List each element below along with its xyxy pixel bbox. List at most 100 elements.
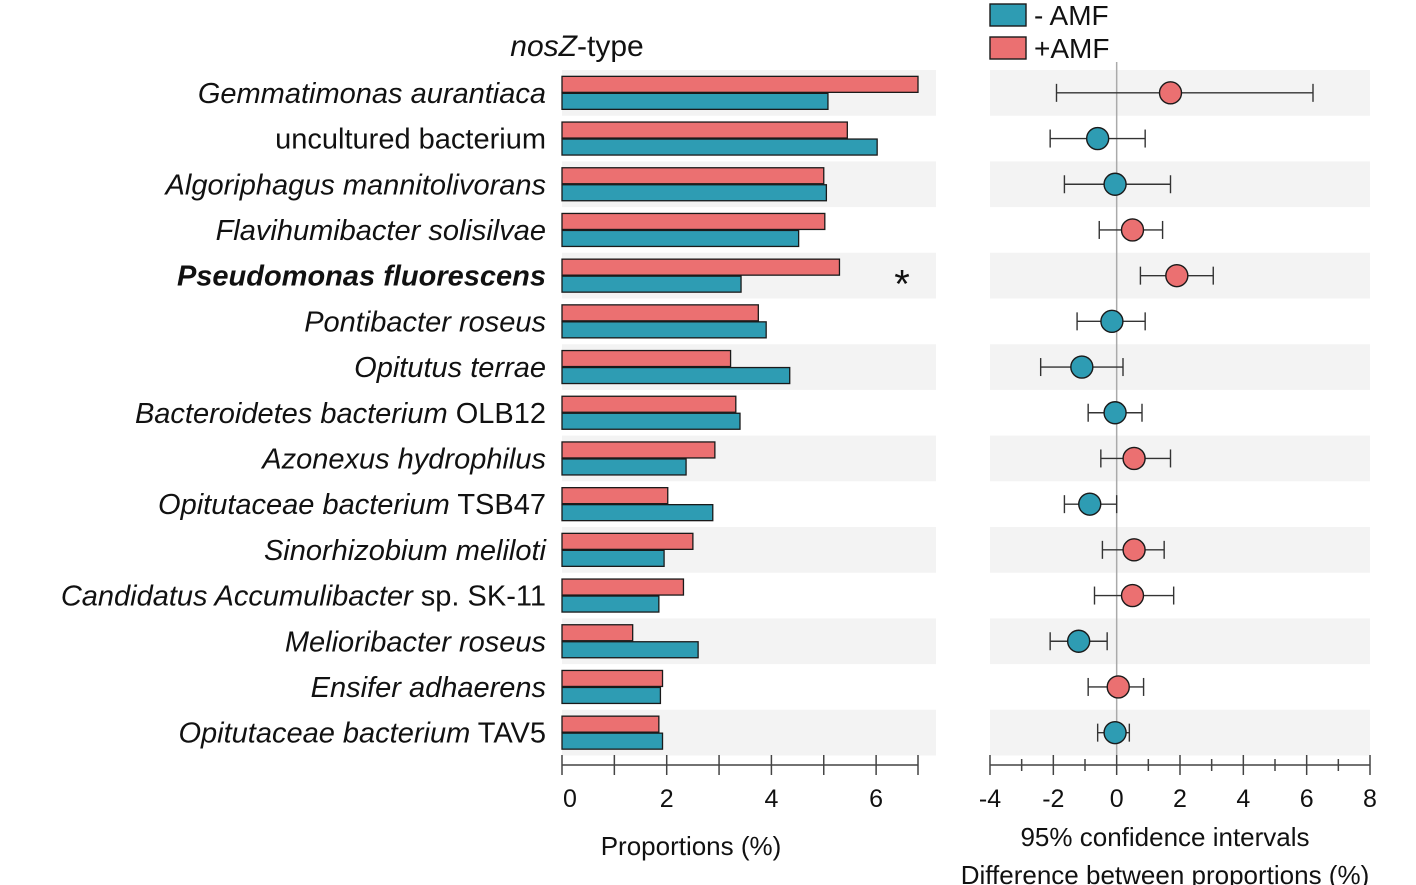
row-band-right: [990, 435, 1370, 482]
species-label: Candidatus Accumulibacter sp. SK-11: [61, 581, 546, 613]
bar-plus-amf: [561, 486, 669, 505]
bar-plus-amf: [561, 121, 848, 139]
bar-axis-title: Proportions (%): [601, 831, 782, 861]
bar-plus-amf: [561, 349, 732, 368]
species-label-italic: Gemmatimonas aurantiaca: [198, 78, 546, 110]
proportions-axis: 0 2 4 6: [561, 755, 919, 813]
bar-plus-amf: [561, 532, 694, 550]
bar-minus-amf: [561, 458, 687, 476]
ci-point: [1085, 126, 1110, 151]
species-label-italic: Opitutaceae bacterium: [178, 718, 470, 750]
species-label-italic: Ensifer adhaerens: [311, 672, 546, 704]
species-label-italic: Pontibacter roseus: [304, 306, 546, 338]
ci-axis-tick-label: 2: [1173, 785, 1187, 813]
ci-point: [1120, 218, 1145, 242]
bar-minus-amf: [561, 732, 664, 750]
species-label-plain: OLB12: [448, 398, 546, 430]
species-label: Algoriphagus mannitolivorans: [164, 169, 546, 201]
row-band-right: [990, 161, 1370, 208]
bar-plus-amf: [561, 578, 685, 596]
species-label-plain: TAV5: [470, 718, 546, 750]
ci-axis-title-line1: 95% confidence intervals: [1020, 822, 1309, 852]
ci-point: [1103, 172, 1127, 196]
bar-plus-amf: [561, 715, 660, 733]
bar-plus-amf: [561, 669, 664, 688]
ci-axis-title-line2: Difference between proportions (%): [961, 860, 1370, 885]
ci-point: [1122, 446, 1146, 471]
bar-minus-amf: [561, 595, 660, 613]
species-label: Opitutaceae bacterium TAV5: [178, 718, 546, 750]
species-label-italic: Sinorhizobium meliloti: [264, 535, 548, 567]
bar-minus-amf: [561, 229, 800, 248]
panel-title-rest: -type: [577, 30, 644, 63]
bar-minus-amf: [561, 686, 662, 705]
ci-point: [1120, 583, 1145, 608]
ci-point: [1103, 401, 1127, 425]
species-label-plain: TSB47: [450, 489, 546, 521]
legend-label: +AMF: [1034, 33, 1109, 64]
species-label-plain: sp. SK-11: [413, 581, 546, 613]
species-label: Flavihumibacter solisilvae: [216, 215, 546, 247]
species-label: uncultured bacterium: [275, 124, 546, 156]
legend-swatch: [989, 36, 1027, 60]
bar-minus-amf: [561, 412, 741, 430]
ci-plot: [1039, 62, 1314, 755]
ci-point: [1165, 263, 1189, 288]
species-label-italic: Melioribacter roseus: [285, 626, 546, 658]
species-label: Opitutus terrae: [354, 352, 546, 384]
ci-point: [1070, 355, 1094, 379]
panel-title: nosZ-type: [510, 30, 643, 63]
ci-axis-tick-label: -4: [979, 785, 1001, 813]
species-label-italic: Opitutaceae bacterium: [158, 489, 450, 521]
species-label: Ensifer adhaerens: [311, 672, 546, 704]
bar-minus-amf: [561, 366, 791, 385]
bar-axis-tick-label: 2: [660, 785, 674, 813]
ci-axis-tick-label: 4: [1236, 785, 1250, 813]
bar-plus-amf: [561, 395, 737, 413]
bar-minus-amf: [561, 184, 828, 202]
species-label-italic: Algoriphagus mannitolivorans: [164, 169, 546, 201]
species-label-italic: Azonexus hydrophilus: [260, 443, 546, 475]
species-label: Melioribacter roseus: [285, 626, 546, 658]
species-label-italic: Bacteroidetes bacterium: [135, 398, 448, 430]
ci-axis-tick-label: -2: [1042, 785, 1064, 813]
bar-minus-amf: [561, 92, 829, 110]
species-labels: Gemmatimonas aurantiaca uncultured bacter…: [61, 78, 548, 750]
bar-plus-amf: [561, 304, 759, 322]
bar-plus-amf: [561, 624, 634, 642]
species-label-italic: Candidatus Accumulibacter: [61, 581, 414, 613]
species-label: Opitutaceae bacterium TSB47: [158, 489, 546, 521]
bar-minus-amf: [561, 275, 742, 293]
bar-plus-amf: [561, 212, 826, 231]
significance-marker: *: [894, 263, 910, 307]
legend-swatch: [989, 3, 1027, 27]
species-label-italic: Flavihumibacter solisilvae: [216, 215, 546, 247]
species-label: Sinorhizobium meliloti: [264, 535, 548, 567]
species-label-italic: Pseudomonas fluorescens: [177, 261, 546, 293]
legend-label: - AMF: [1034, 0, 1109, 31]
bar-minus-amf: [561, 549, 665, 567]
bar-minus-amf: [561, 641, 699, 659]
bar-plus-amf: [561, 167, 825, 185]
ci-point: [1078, 492, 1102, 516]
ci-axis-tick-label: 6: [1300, 785, 1314, 813]
species-label: Bacteroidetes bacterium OLB12: [135, 398, 546, 430]
ci-point: [1158, 81, 1183, 105]
bar-plus-amf: [561, 75, 919, 93]
species-label-italic: Opitutus terrae: [354, 352, 546, 384]
ci-axis-tick-label: 8: [1363, 785, 1377, 813]
row-band-right: [990, 618, 1370, 665]
proportion-bars: *: [561, 75, 919, 750]
bar-axis-tick-label: 0: [563, 785, 577, 813]
ci-point: [1122, 538, 1146, 562]
species-label: Pseudomonas fluorescens: [177, 261, 546, 293]
ci-axis: -4 -2 0 2 4 6 8: [979, 755, 1377, 813]
ci-point: [1100, 309, 1124, 334]
species-label: Azonexus hydrophilus: [260, 443, 546, 475]
species-label: Gemmatimonas aurantiaca: [198, 78, 546, 110]
ci-point: [1106, 675, 1130, 699]
row-band-right: [990, 709, 1370, 756]
ci-point: [1066, 629, 1091, 653]
panel-title-italic: nosZ: [510, 30, 578, 63]
